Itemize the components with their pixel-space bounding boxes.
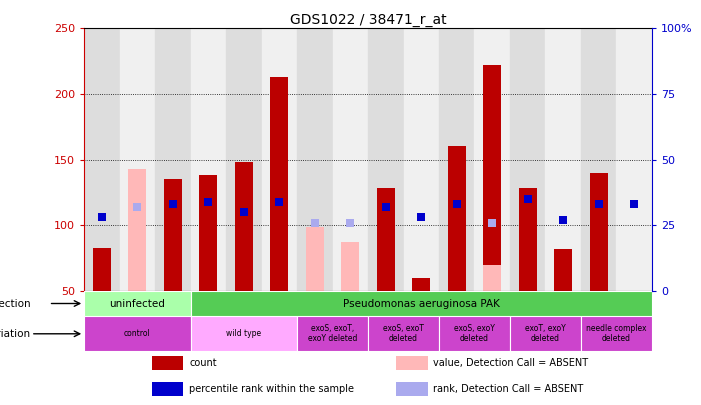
Bar <box>128 169 147 291</box>
Text: needle complex
deleted: needle complex deleted <box>586 324 647 343</box>
Bar <box>616 28 652 291</box>
Bar <box>191 316 297 352</box>
Point <box>132 204 143 210</box>
Bar <box>368 28 404 291</box>
Bar <box>152 382 184 396</box>
Bar <box>164 179 182 291</box>
Bar <box>306 226 324 291</box>
Bar <box>397 382 428 396</box>
Point <box>486 220 498 226</box>
Point <box>96 214 107 221</box>
Bar <box>510 28 545 291</box>
Text: exoT, exoY
deleted: exoT, exoY deleted <box>525 324 566 343</box>
Bar <box>297 316 368 352</box>
Text: control: control <box>124 329 151 338</box>
Point <box>380 204 391 210</box>
Bar <box>484 264 501 291</box>
Bar <box>226 28 261 291</box>
Bar <box>191 291 652 316</box>
Bar <box>84 28 120 291</box>
Bar <box>554 249 572 291</box>
Text: exoS, exoT
deleted: exoS, exoT deleted <box>383 324 424 343</box>
Bar <box>155 28 191 291</box>
Point <box>203 198 214 205</box>
Point <box>416 214 427 221</box>
Bar <box>341 242 359 291</box>
Bar <box>404 28 439 291</box>
Point <box>451 201 463 207</box>
Text: Pseudomonas aeruginosa PAK: Pseudomonas aeruginosa PAK <box>343 298 500 309</box>
Title: GDS1022 / 38471_r_at: GDS1022 / 38471_r_at <box>290 13 447 27</box>
Bar <box>200 175 217 291</box>
Bar <box>120 28 155 291</box>
Bar <box>484 65 501 291</box>
Text: exoS, exoT,
exoY deleted: exoS, exoT, exoY deleted <box>308 324 358 343</box>
Bar <box>397 356 428 370</box>
Text: value, Detection Call = ABSENT: value, Detection Call = ABSENT <box>433 358 588 368</box>
Point <box>522 196 533 202</box>
Text: percentile rank within the sample: percentile rank within the sample <box>189 384 354 394</box>
Point <box>309 220 320 226</box>
Bar <box>152 356 184 370</box>
Bar <box>448 147 465 291</box>
Bar <box>271 77 288 291</box>
Bar <box>261 28 297 291</box>
Bar <box>191 28 226 291</box>
Text: infection: infection <box>0 298 30 309</box>
Bar <box>377 188 395 291</box>
Point <box>273 198 285 205</box>
Bar <box>93 247 111 291</box>
Bar <box>439 316 510 352</box>
Text: wild type: wild type <box>226 329 261 338</box>
Bar <box>412 278 430 291</box>
Bar <box>235 162 252 291</box>
Text: count: count <box>189 358 217 368</box>
Point <box>238 209 250 215</box>
Bar <box>545 28 581 291</box>
Point <box>593 201 604 207</box>
Point <box>345 220 356 226</box>
Bar <box>581 316 652 352</box>
Text: rank, Detection Call = ABSENT: rank, Detection Call = ABSENT <box>433 384 583 394</box>
Bar <box>368 316 439 352</box>
Point <box>168 201 179 207</box>
Bar <box>84 316 191 352</box>
Bar <box>581 28 616 291</box>
Text: genotype/variation: genotype/variation <box>0 329 30 339</box>
Bar <box>519 188 536 291</box>
Point <box>557 217 569 223</box>
Bar <box>590 173 608 291</box>
Text: uninfected: uninfected <box>109 298 165 309</box>
Bar <box>475 28 510 291</box>
Bar <box>332 28 368 291</box>
Bar <box>510 316 581 352</box>
Bar <box>297 28 332 291</box>
Bar <box>84 291 191 316</box>
Point <box>629 201 640 207</box>
Bar <box>439 28 475 291</box>
Text: exoS, exoY
deleted: exoS, exoY deleted <box>454 324 495 343</box>
